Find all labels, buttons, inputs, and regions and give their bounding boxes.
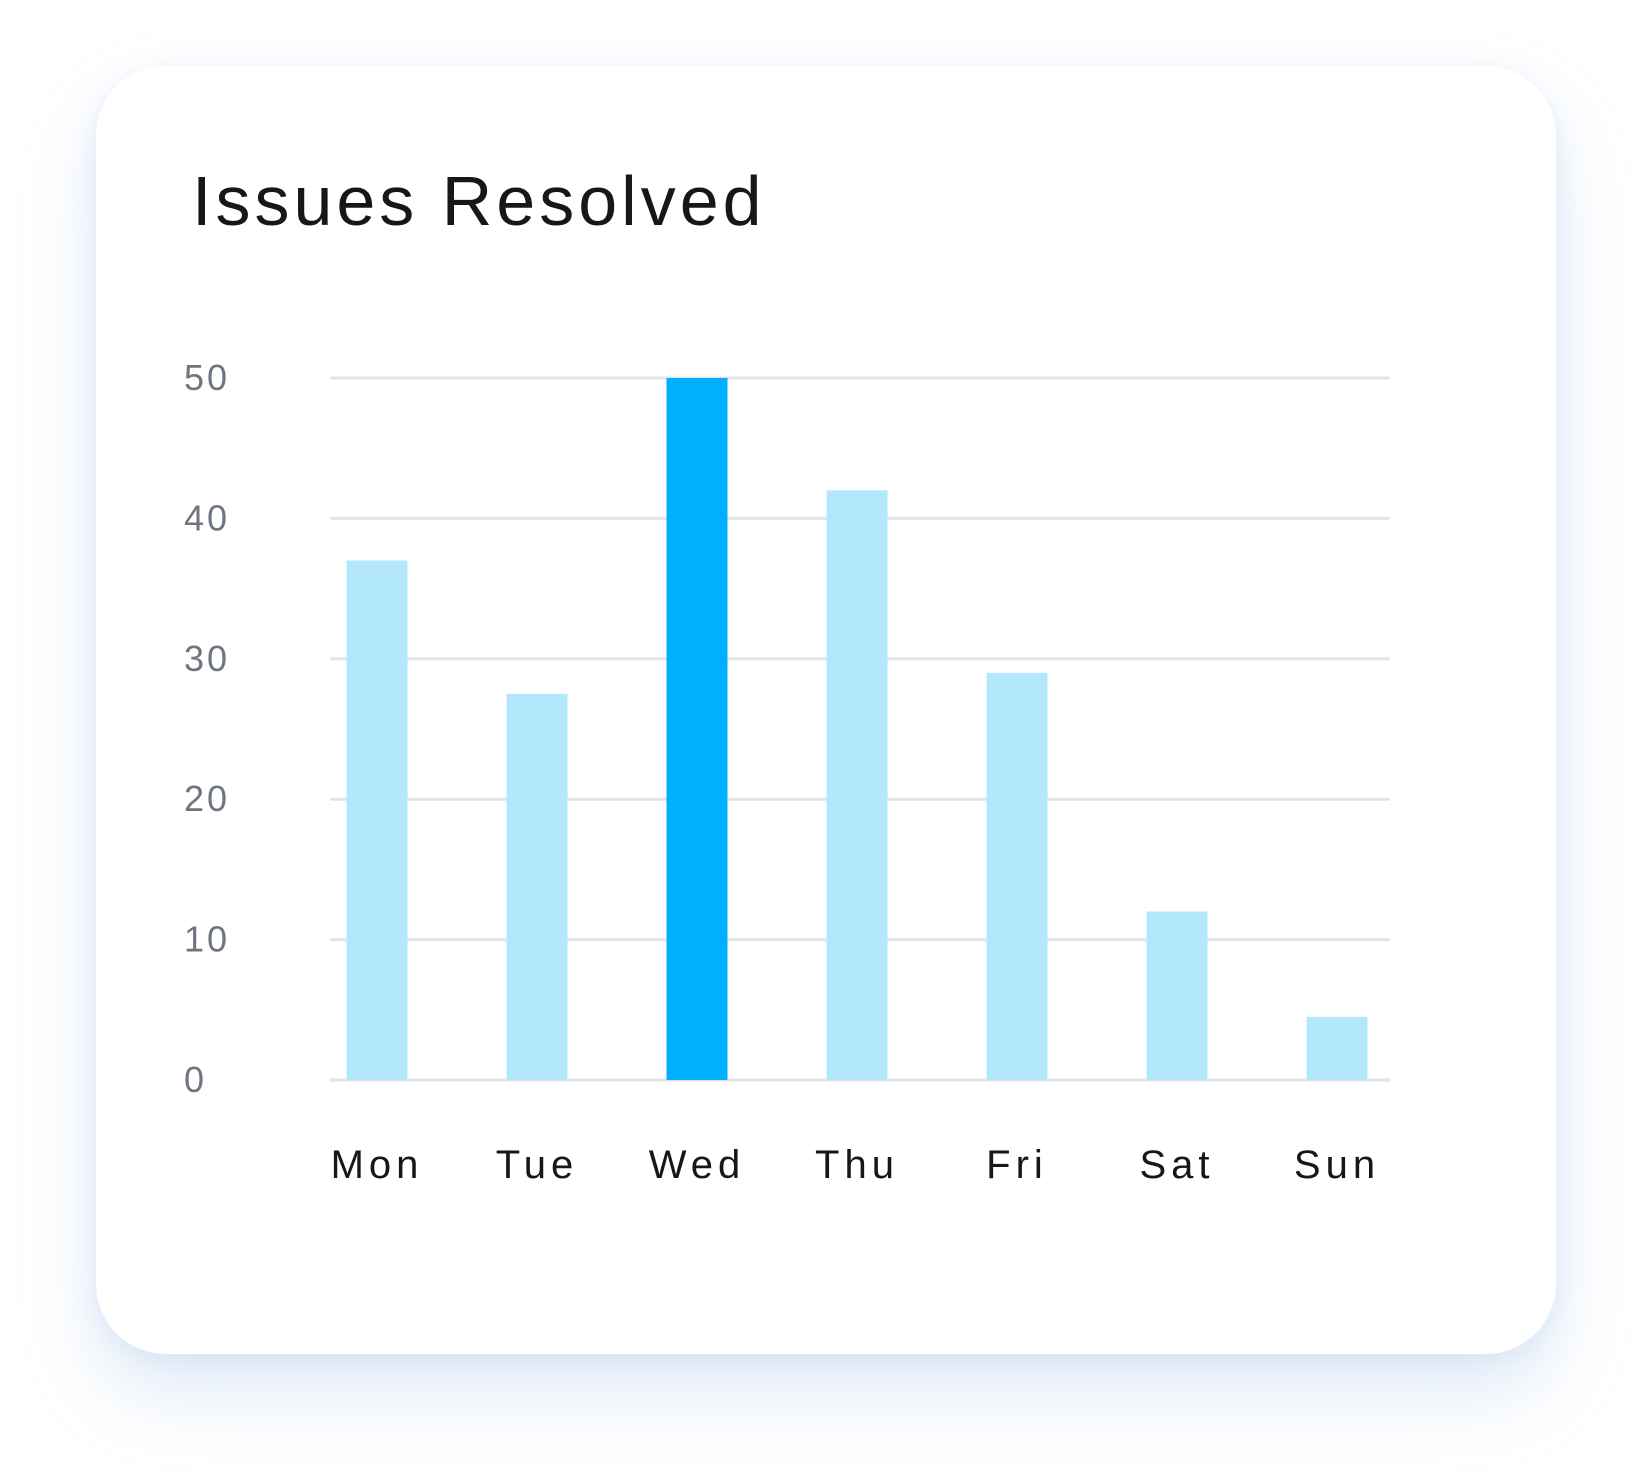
bar-chart: 0 10 20 30 40 50 Mon Tue Wed Thu Fri Sat Sun (184, 357, 1390, 1187)
x-tick-label-mon: Mon (331, 1143, 424, 1187)
bars (346, 378, 1368, 1080)
y-tick-label: 0 (184, 1059, 207, 1100)
x-tick-label-sat: Sat (1139, 1143, 1214, 1187)
x-tick-label-sun: Sun (1294, 1143, 1380, 1187)
bar-fri (986, 672, 1048, 1080)
x-tick-label-thu: Thu (815, 1143, 899, 1187)
bar-tue (506, 693, 568, 1080)
y-tick-label: 10 (184, 919, 230, 960)
y-tick-label: 40 (184, 497, 230, 538)
bar-mon (346, 560, 408, 1080)
bar-thu (826, 490, 888, 1080)
chart-card: Issues Resolved 0 10 20 30 40 50 Mon Tue Wed Thu… (96, 66, 1556, 1354)
x-tick-label-wed: Wed (649, 1143, 746, 1187)
bar-wed (666, 378, 728, 1080)
y-tick-label: 50 (184, 357, 230, 398)
x-axis-ticks: Mon Tue Wed Thu Fri Sat Sun (331, 1143, 1380, 1187)
y-tick-label: 20 (184, 778, 230, 819)
y-tick-label: 30 (184, 638, 230, 679)
chart-title: Issues Resolved (192, 162, 766, 240)
bar-sat (1146, 911, 1208, 1080)
x-tick-label-tue: Tue (496, 1143, 578, 1187)
x-tick-label-fri: Fri (986, 1143, 1048, 1187)
bar-sun (1306, 1016, 1368, 1080)
y-axis-ticks: 0 10 20 30 40 50 (184, 357, 230, 1100)
